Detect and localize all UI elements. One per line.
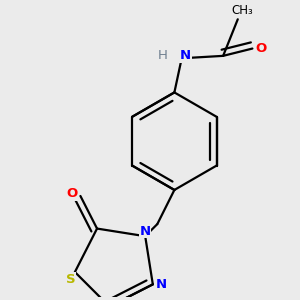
Text: O: O: [256, 42, 267, 55]
Text: CH₃: CH₃: [232, 4, 254, 17]
Text: N: N: [140, 225, 151, 238]
Text: S: S: [66, 273, 76, 286]
Text: H: H: [158, 50, 168, 62]
Text: N: N: [156, 278, 167, 291]
Text: O: O: [66, 187, 77, 200]
Text: N: N: [180, 50, 191, 62]
